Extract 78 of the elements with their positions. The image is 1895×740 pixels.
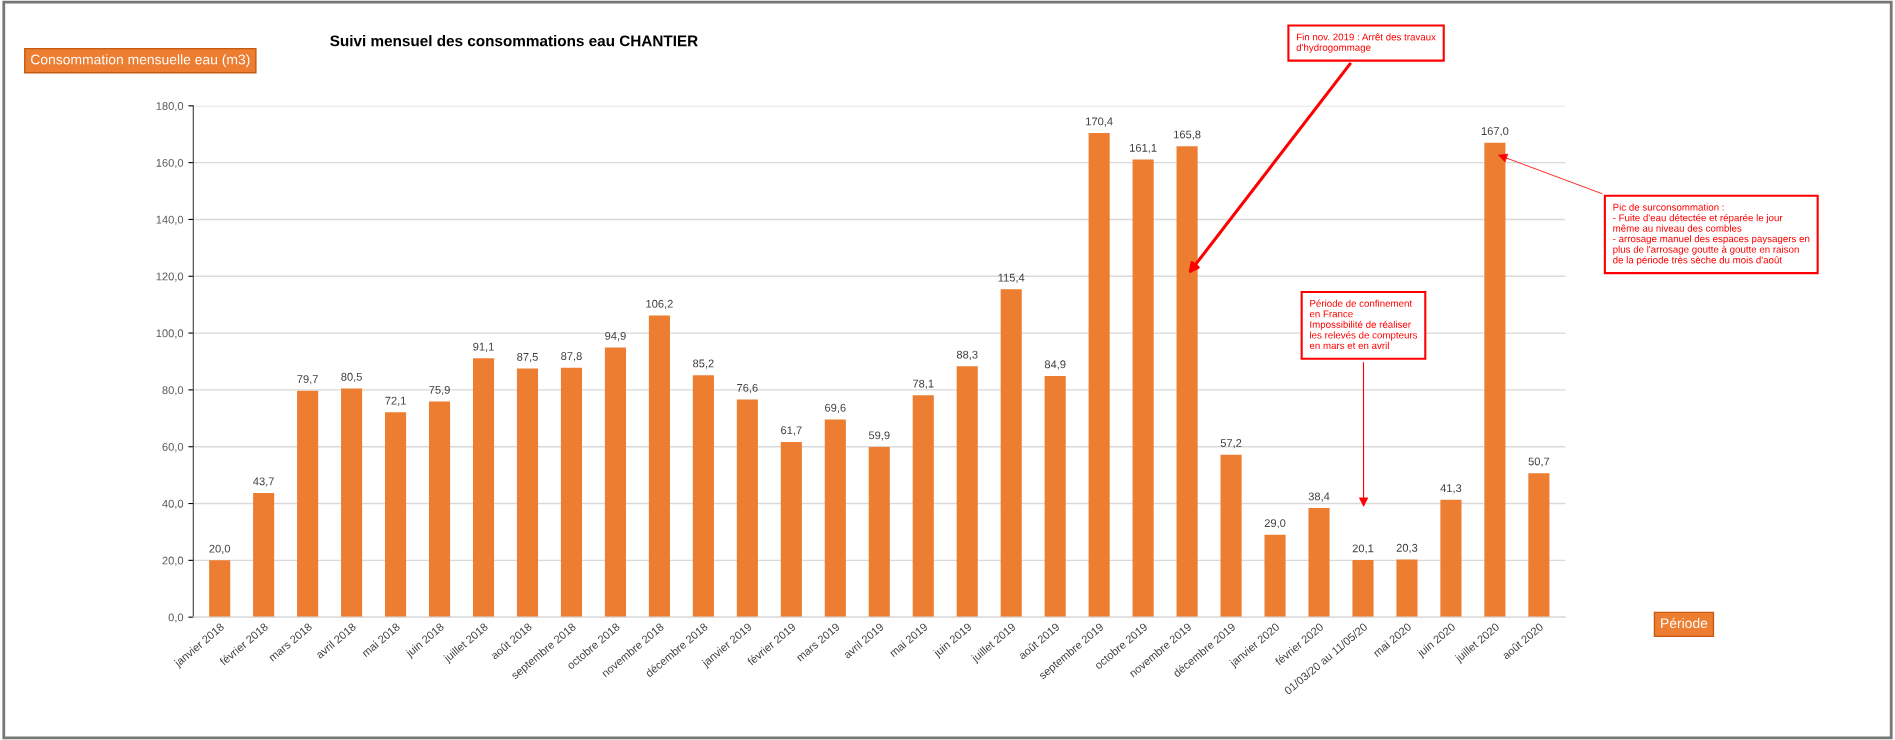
data-label: 84,9 [1044,360,1066,370]
data-label: 106,2 [646,299,673,310]
bar [1308,508,1330,618]
bar [1440,499,1462,618]
data-label: 20,1 [1352,544,1374,554]
data-label: 20,0 [209,544,231,554]
y-tick-label: 180,0 [156,102,184,112]
data-label: 161,1 [1130,143,1157,154]
data-label: 75,9 [429,385,450,396]
data-label: 170,4 [1086,117,1113,127]
annotation: Période de confinement en France Impossibilité de réaliser les relevés de compteurs en mars et en avril [1309,299,1418,349]
bar [1396,559,1418,618]
data-label: 76,6 [737,383,758,394]
bar [472,358,495,618]
bar [1528,473,1550,618]
bar [868,447,890,618]
bar [604,347,626,618]
bar [1484,142,1506,618]
data-label: 165,8 [1174,130,1201,140]
data-label: 79,7 [297,375,318,385]
bar [209,560,231,618]
bar [692,375,714,618]
bar [956,366,978,618]
data-label: 85,2 [693,359,714,369]
data-label: 88,3 [956,350,978,360]
data-label: 41,3 [1440,484,1462,494]
bar [1132,159,1154,618]
text: Période [1661,617,1708,629]
data-label: 20,3 [1396,543,1418,554]
y-tick-label: 40,0 [162,499,184,509]
bar [253,493,275,618]
data-label: 80,5 [341,372,362,383]
y-tick-label: 0,0 [168,613,184,623]
data-label: 50,7 [1528,457,1550,467]
bar [824,419,846,618]
bar [297,390,319,618]
y-tick-label: 80,0 [162,386,184,396]
data-label: 87,8 [561,352,582,362]
bar [341,388,363,618]
data-label: 61,7 [781,426,802,436]
data-label: 94,9 [605,331,626,342]
y-tick-label: 140,0 [156,215,184,225]
bar [1000,289,1022,618]
data-label: 72,1 [385,396,406,406]
bar [385,412,407,618]
bar [912,395,934,618]
y-tick-label: 20,0 [162,556,184,566]
y-tick-label: 100,0 [156,329,184,339]
bar [1264,534,1286,618]
bar [736,399,758,618]
y-axis-title: Consommation mensuelle eau (m3) [31,54,250,68]
data-label: 167,0 [1481,127,1509,137]
data-label: 91,1 [473,342,494,352]
text: Fin nov. 2019 : Arrêt des travaux d'hydrogommage [1296,33,1436,53]
bar [648,315,670,618]
data-label: 69,6 [825,403,846,413]
data-label: 115,4 [998,273,1025,283]
bar [1352,560,1374,618]
data-label: 78,1 [913,379,934,389]
bar [1088,133,1110,618]
bar [516,368,539,618]
y-tick-label: 160,0 [156,158,184,169]
text: Pic de surconsommation : - Fuite d'eau détectée et réparée le jour même au niveau des combles - arrosage manuel des espaces paysagers en plus de l'arrosage goutte à goutte en raison de la période très sèche du mois d'août [1613,203,1810,266]
y-tick-label: 60,0 [162,442,184,453]
data-label: 87,5 [517,352,538,363]
bar [428,401,451,618]
bar [780,441,802,618]
bar [1044,375,1066,618]
y-tick-label: 120,0 [156,272,184,282]
bar [560,367,583,618]
data-label: 43,7 [253,477,274,487]
bar [1176,146,1198,618]
bar [1220,454,1242,618]
data-label: 59,9 [868,431,890,441]
data-label: 57,2 [1220,439,1242,449]
data-label: 38,4 [1308,492,1330,502]
data-label: 29,0 [1264,519,1286,529]
chart-title: Suivi mensuel des consommations eau CHANTIER [330,35,698,47]
